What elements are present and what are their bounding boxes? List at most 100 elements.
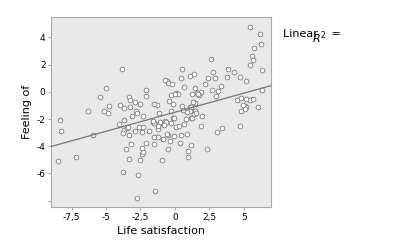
Point [103, 86, 109, 90]
Point [151, 135, 158, 139]
Point [57, 118, 63, 122]
Point [237, 96, 244, 100]
Point [243, 97, 249, 101]
Point [118, 67, 125, 71]
Text: =: = [328, 29, 341, 39]
Point [140, 150, 146, 153]
Point [187, 105, 194, 109]
Point [125, 133, 132, 137]
Point [146, 129, 152, 133]
Point [188, 143, 194, 147]
Point [194, 92, 200, 95]
Point [199, 114, 206, 118]
Point [150, 120, 156, 124]
Point [187, 74, 193, 78]
Point [136, 102, 143, 106]
Point [176, 124, 182, 128]
Point [171, 134, 177, 138]
Point [172, 92, 178, 96]
Point [257, 32, 264, 36]
Point [170, 102, 176, 106]
Point [259, 69, 265, 72]
Point [151, 142, 157, 146]
Point [188, 116, 194, 120]
Point [120, 131, 126, 135]
Point [132, 129, 139, 133]
Point [192, 101, 198, 105]
Point [105, 111, 111, 115]
Point [225, 67, 231, 71]
Point [154, 124, 161, 128]
Point [247, 63, 253, 67]
Point [259, 88, 265, 92]
Point [167, 109, 174, 113]
Point [165, 81, 171, 85]
Point [237, 124, 243, 128]
Point [127, 105, 133, 109]
Point [179, 104, 185, 108]
Point [198, 124, 204, 128]
Point [195, 92, 202, 96]
Point [191, 72, 197, 76]
Point [157, 120, 163, 124]
Point [140, 114, 146, 118]
Point [231, 70, 237, 74]
Point [178, 77, 184, 81]
Point [129, 114, 135, 118]
Point [237, 75, 243, 79]
Point [170, 116, 176, 120]
Point [187, 109, 193, 113]
Point [196, 93, 202, 97]
Text: Linear: Linear [283, 29, 321, 39]
Point [117, 103, 123, 107]
Point [184, 110, 190, 114]
Point [138, 130, 145, 134]
Point [251, 46, 257, 50]
Point [143, 94, 149, 98]
Point [255, 105, 261, 109]
Point [162, 78, 169, 81]
Point [124, 126, 130, 130]
Point [238, 110, 244, 113]
Point [179, 67, 185, 71]
Point [162, 119, 169, 123]
Point [167, 139, 173, 142]
X-axis label: Life satisfaction: Life satisfaction [117, 226, 205, 236]
Point [134, 173, 141, 177]
Point [55, 160, 62, 163]
Point [156, 111, 162, 114]
Point [180, 108, 186, 112]
Point [173, 125, 179, 129]
Point [246, 25, 253, 29]
Point [214, 130, 220, 134]
Point [164, 79, 171, 83]
Text: $R^2$: $R^2$ [312, 29, 327, 46]
Point [140, 125, 146, 129]
Point [209, 88, 215, 92]
Point [210, 70, 216, 73]
Point [248, 54, 255, 58]
Point [219, 126, 225, 130]
Point [215, 89, 221, 93]
Point [162, 120, 169, 124]
Point [224, 75, 230, 79]
Point [136, 125, 142, 129]
Point [143, 141, 149, 145]
Point [171, 116, 177, 120]
Point [166, 99, 173, 103]
Point [187, 105, 193, 109]
Point [177, 141, 184, 145]
Point [137, 158, 143, 162]
Point [157, 121, 163, 125]
Point [160, 137, 166, 141]
Point [189, 116, 195, 120]
Point [193, 111, 199, 115]
Point [169, 82, 175, 86]
Point [155, 135, 162, 139]
Point [143, 88, 150, 92]
Point [185, 155, 191, 159]
Point [134, 111, 140, 115]
Point [185, 149, 191, 153]
Point [106, 104, 112, 108]
Point [205, 76, 211, 80]
